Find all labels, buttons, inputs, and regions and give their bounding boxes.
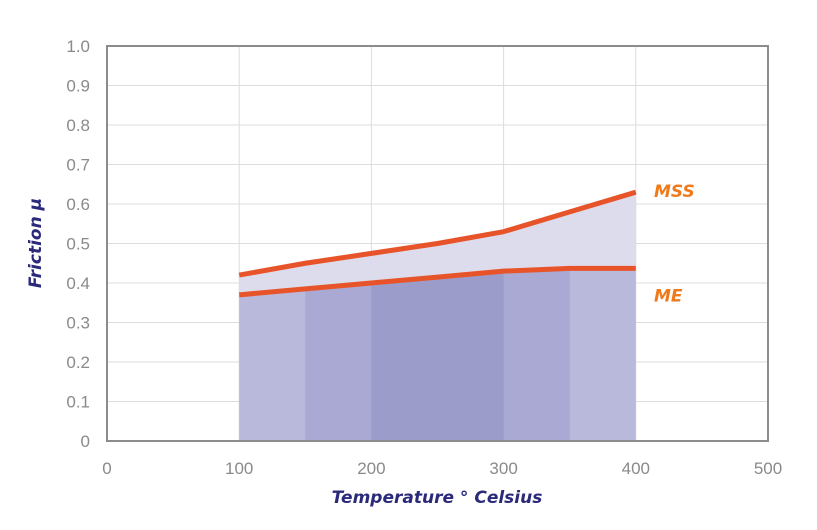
x-tick-label: 200 <box>357 459 385 478</box>
y-tick-label: 0.8 <box>66 116 90 135</box>
x-tick-label: 400 <box>622 459 650 478</box>
x-tick-label: 300 <box>489 459 517 478</box>
plot-frame <box>106 45 769 442</box>
x-axis-title: Temperature ° Celsius <box>332 488 543 508</box>
series-label-mss: MSS <box>654 182 695 202</box>
y-axis-title: Friction µ <box>26 198 46 288</box>
y-tick-label: 0.1 <box>66 393 90 412</box>
series-line-mss <box>238 189 637 278</box>
series-label-me: ME <box>654 286 683 306</box>
y-tick-label: 0 <box>81 432 90 451</box>
series-labels: MSS ME <box>654 182 695 306</box>
y-tick-label: 1.0 <box>66 37 90 56</box>
series-lines <box>238 189 637 298</box>
plot-border <box>106 45 769 442</box>
x-tick-label: 500 <box>754 459 782 478</box>
y-tick-label: 0.7 <box>66 156 90 175</box>
x-tick-label: 100 <box>225 459 253 478</box>
y-tick-label: 0.2 <box>66 353 90 372</box>
area-fills <box>239 192 636 441</box>
y-tick-label: 0.3 <box>66 314 90 333</box>
tick-labels: 0 100 200 300 400 500 0 0.1 0.2 0.3 0.4 0.5 0.6 0.7 0.… <box>66 37 782 478</box>
series-line-me <box>238 265 636 298</box>
y-tick-label: 0.5 <box>66 235 90 254</box>
y-tick-label: 0.4 <box>66 274 90 293</box>
area-fill-band-dark <box>371 271 504 441</box>
y-tick-label: 0.9 <box>66 77 90 96</box>
x-tick-label: 0 <box>102 459 111 478</box>
y-tick-label: 0.6 <box>66 195 90 214</box>
